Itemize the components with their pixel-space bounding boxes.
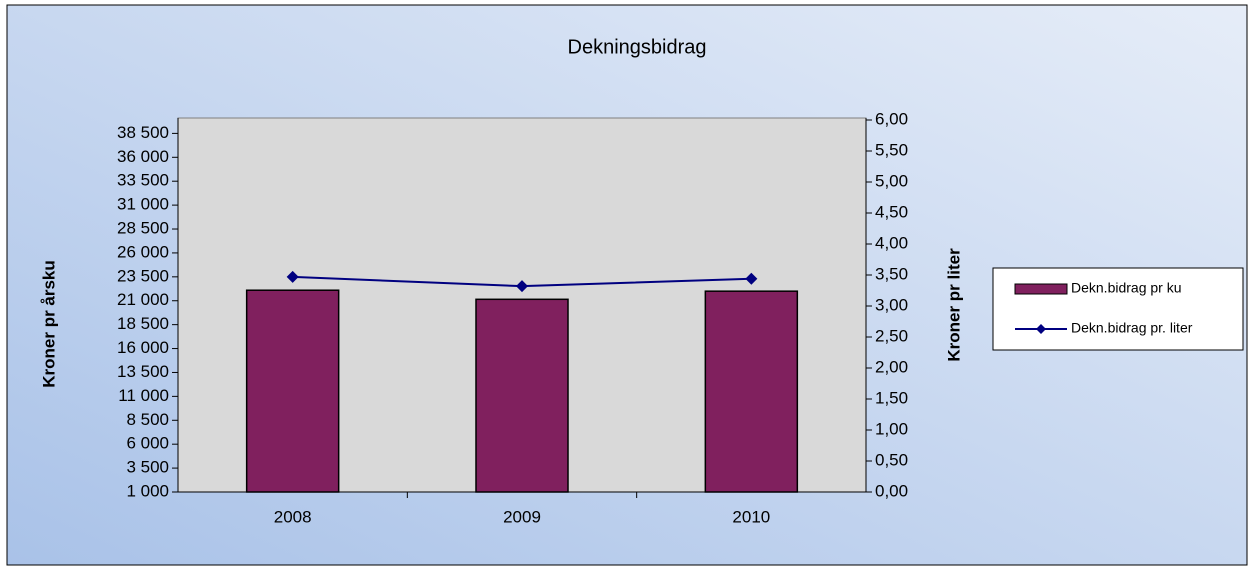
legend-marker — [1036, 324, 1046, 334]
y2-tick-label: 2,50 — [875, 326, 908, 345]
y-axis-label: Kroner pr årsku — [39, 260, 58, 388]
y2-tick-label: 3,00 — [875, 295, 908, 314]
y-tick-label: 21 000 — [117, 290, 169, 309]
y-tick-label: 1 000 — [126, 481, 169, 500]
legend-swatch — [1014, 283, 1068, 295]
y2-tick-label: 4,00 — [875, 233, 908, 252]
y2-axis-label: Kroner pr liter — [944, 248, 963, 362]
y-tick-label: 13 500 — [117, 362, 169, 381]
y2-tick-label: 3,50 — [875, 264, 908, 283]
y2-tick-label: 1,50 — [875, 388, 908, 407]
y2-tick-label: 5,50 — [875, 140, 908, 159]
y-tick-label: 6 000 — [126, 434, 169, 453]
x-tick-label: 2008 — [274, 507, 312, 526]
y-tick-label: 16 000 — [117, 338, 169, 357]
y2-tick-label: 5,00 — [875, 171, 908, 190]
y-tick-label: 28 500 — [117, 219, 169, 238]
y2-tick-label: 4,50 — [875, 202, 908, 221]
y-tick-label: 38 500 — [117, 123, 169, 142]
x-tick-label: 2010 — [732, 507, 770, 526]
bar — [704, 290, 799, 493]
marker — [516, 280, 528, 293]
marker — [286, 270, 299, 283]
bar — [475, 298, 569, 493]
y-tick-label: 8 500 — [126, 410, 169, 429]
y-tick-label: 11 000 — [118, 386, 169, 405]
y-tick-label: 31 000 — [117, 195, 169, 214]
y-tick-label: 23 500 — [117, 266, 169, 285]
y-tick-label: 36 000 — [117, 147, 169, 166]
y-tick-label: 33 500 — [117, 171, 169, 190]
chart-title: Dekningsbidrag — [568, 36, 707, 58]
y-tick-label: 26 000 — [117, 242, 169, 261]
y2-tick-label: 2,00 — [875, 357, 908, 376]
legend-label: Dekn.bidrag pr. liter — [1071, 320, 1193, 336]
legend-label: Dekn.bidrag pr ku — [1071, 280, 1182, 296]
x-tick-label: 2009 — [503, 507, 541, 526]
y2-tick-label: 1,00 — [875, 419, 908, 438]
y-tick-label: 18 500 — [117, 314, 169, 333]
bar — [245, 289, 340, 493]
y-tick-label: 3 500 — [126, 458, 169, 477]
y2-tick-label: 0,00 — [875, 481, 908, 500]
y2-tick-label: 6,00 — [875, 109, 908, 128]
y2-tick-label: 0,50 — [875, 450, 908, 469]
legend — [992, 267, 1244, 351]
marker — [745, 272, 758, 285]
